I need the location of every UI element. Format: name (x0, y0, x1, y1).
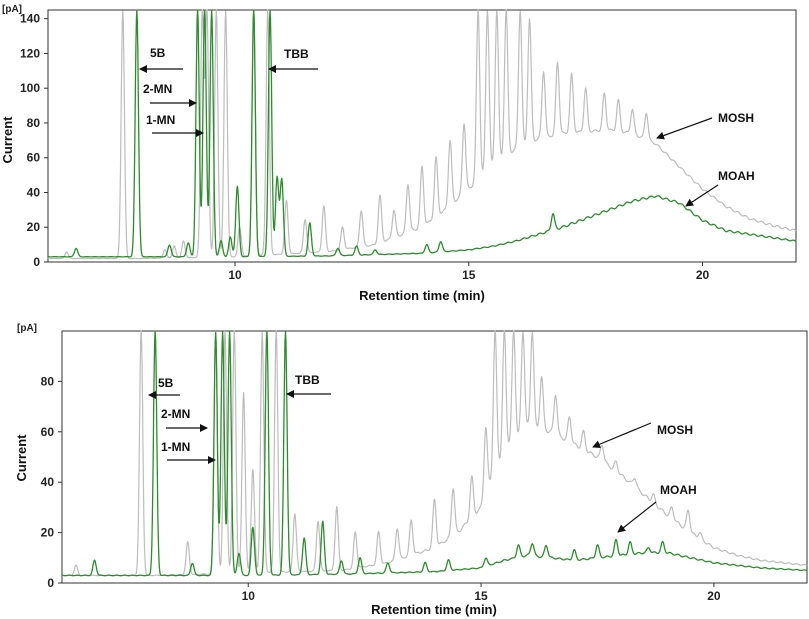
annotation-2mn: 2-MN (143, 82, 197, 107)
y-unit-label: [pA] (17, 323, 37, 334)
annotation-label-tbb: TBB (284, 47, 309, 61)
annotation-1mn: 1-MN (146, 113, 204, 137)
annotation-label-mosh: MOSH (718, 111, 754, 125)
annotation-arrow-mosh (592, 422, 652, 449)
y-tick-label: 40 (41, 475, 55, 489)
annotation-label-5b: 5B (158, 376, 174, 390)
series-line-mosh (47, 9, 797, 260)
annotation-label-moah: MOAH (718, 169, 755, 183)
plot-frame (47, 9, 797, 263)
annotation-mosh: MOSH (592, 422, 693, 449)
y-axis-ticks: 0 20 40 60 80 100 120 140 (20, 12, 48, 269)
y-unit-label: [pA] (2, 4, 22, 15)
y-tick-label: 80 (41, 374, 55, 388)
y-axis-ticks: 0 20 40 60 80 (41, 374, 62, 590)
series-line-moah (47, 9, 797, 258)
y-tick-label: 40 (27, 185, 41, 199)
annotation-1mn: 1-MN (161, 440, 216, 464)
chromatogram-panel-bottom: [pA] Current Retention time (min) 0 20 40 6… (14, 323, 808, 617)
y-axis-title: Current (14, 434, 29, 482)
annotation-mosh: MOSH (656, 111, 754, 140)
y-tick-label: 0 (47, 576, 54, 590)
annotation-label-5b: 5B (150, 46, 166, 60)
series-line-mosh (61, 330, 808, 577)
x-axis-title: Retention time (min) (359, 288, 485, 303)
y-tick-label: 140 (20, 12, 40, 26)
annotation-label-2mn: 2-MN (161, 407, 190, 421)
annotation-label-1mn: 1-MN (146, 113, 175, 127)
annotation-5b: 5B (148, 376, 180, 399)
annotation-moah: MOAH (617, 483, 697, 533)
series-layer (47, 9, 797, 260)
x-axis-ticks: 10 15 20 (242, 583, 721, 603)
y-tick-label: 20 (41, 526, 55, 540)
annotation-arrow-moah (685, 184, 719, 207)
y-tick-label: 0 (33, 255, 40, 269)
plot-frame (61, 330, 808, 584)
y-tick-label: 120 (20, 46, 40, 60)
x-tick-label: 10 (228, 268, 242, 282)
annotation-2mn: 2-MN (161, 407, 208, 432)
x-axis-title: Retention time (min) (371, 602, 497, 617)
annotation-arrow-moah (617, 501, 657, 533)
x-tick-label: 20 (696, 268, 710, 282)
x-tick-label: 20 (707, 589, 721, 603)
series-line-moah (61, 330, 808, 577)
x-tick-label: 15 (462, 268, 476, 282)
y-tick-label: 100 (20, 81, 40, 95)
y-tick-label: 20 (27, 220, 41, 234)
annotation-5b: 5B (139, 46, 183, 73)
y-tick-label: 60 (41, 425, 55, 439)
y-axis-title: Current (0, 116, 15, 164)
annotation-label-tbb: TBB (295, 373, 320, 387)
x-axis-ticks: 10 15 20 (228, 262, 709, 282)
x-tick-label: 15 (474, 589, 488, 603)
annotation-arrow-mosh (656, 117, 713, 140)
series-layer (61, 330, 808, 577)
annotation-label-2mn: 2-MN (143, 82, 172, 96)
x-tick-label: 10 (242, 589, 256, 603)
annotation-label-1mn: 1-MN (161, 440, 190, 454)
y-tick-label: 80 (27, 116, 41, 130)
annotation-tbb: TBB (268, 47, 318, 73)
chromatogram-panel-top: [pA] Current Retention time (min) 0 20 40 6… (0, 4, 797, 303)
annotation-label-mosh: MOSH (657, 423, 693, 437)
annotation-tbb: TBB (286, 373, 331, 398)
y-tick-label: 60 (27, 151, 41, 165)
annotation-label-moah: MOAH (660, 483, 697, 497)
annotation-moah: MOAH (685, 169, 755, 207)
